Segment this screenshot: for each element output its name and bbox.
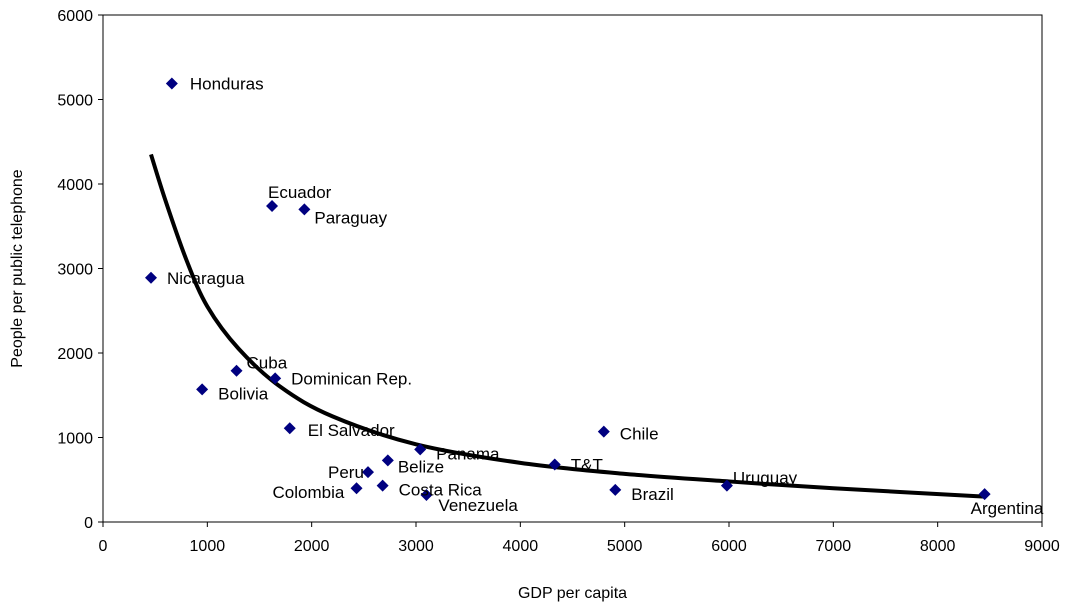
y-tick-label: 6000: [57, 8, 93, 25]
data-point-marker: [283, 422, 296, 435]
data-point-marker: [376, 479, 389, 492]
data-point-label: Chile: [620, 425, 659, 444]
data-point-marker: [609, 483, 622, 496]
x-tick-label: 7000: [816, 538, 852, 555]
data-point-marker: [266, 199, 279, 212]
data-point-marker: [420, 488, 433, 501]
data-point-label: Belize: [398, 457, 444, 476]
data-point-label: Nicaragua: [167, 269, 245, 288]
data-point-label: Venezuela: [438, 496, 518, 515]
data-point-marker: [144, 271, 157, 284]
x-tick-label: 8000: [920, 538, 956, 555]
y-tick-label: 1000: [57, 431, 93, 448]
data-point-marker: [165, 77, 178, 90]
data-point-label: Ecuador: [268, 183, 332, 202]
data-point-marker: [414, 443, 427, 456]
data-point-label: Colombia: [273, 483, 345, 502]
x-tick-label: 6000: [711, 538, 747, 555]
data-point-label: Cuba: [247, 354, 288, 373]
x-tick-label: 9000: [1024, 538, 1060, 555]
data-point-marker: [269, 372, 282, 385]
data-point-marker: [362, 466, 375, 479]
data-point-label: Peru: [328, 463, 364, 482]
data-point-label: Argentina: [971, 499, 1044, 518]
data-point-label: Bolivia: [218, 384, 269, 403]
x-tick-label: 0: [99, 538, 108, 555]
data-point-label: Uruguay: [733, 469, 798, 488]
data-point-label: Costa Rica: [399, 481, 483, 500]
y-tick-label: 0: [84, 515, 93, 532]
data-point-label: Dominican Rep.: [291, 369, 412, 388]
trendline: [149, 153, 985, 499]
x-axis-title: GDP per capita: [518, 585, 627, 602]
y-tick-label: 5000: [57, 93, 93, 110]
data-point-marker: [978, 488, 991, 501]
data-point-marker: [720, 479, 733, 492]
data-point-label: El Salvador: [308, 421, 395, 440]
data-point-label: Paraguay: [314, 208, 387, 227]
y-tick-label: 4000: [57, 177, 93, 194]
y-tick-label: 3000: [57, 262, 93, 279]
x-tick-label: 5000: [607, 538, 643, 555]
data-point-marker: [230, 364, 243, 377]
x-tick-label: 2000: [294, 538, 330, 555]
data-points: [144, 77, 991, 501]
x-tick-label: 3000: [398, 538, 434, 555]
data-point-marker: [196, 383, 209, 396]
y-axis-ticks: 0 1000 2000 3000 4000 5000 6000: [57, 8, 103, 532]
point-labels: Honduras Ecuador Paraguay Nicaragua CubaDomi…: [167, 74, 1044, 518]
y-tick-label: 2000: [57, 346, 93, 363]
data-point-label: T&T: [571, 456, 603, 475]
data-point-marker: [381, 454, 394, 467]
data-point-marker: [548, 458, 561, 471]
data-point-marker: [597, 425, 610, 438]
data-point-label: Brazil: [631, 485, 674, 504]
data-point-marker: [350, 482, 363, 495]
x-tick-label: 1000: [190, 538, 226, 555]
data-point-label: Honduras: [190, 74, 264, 93]
data-point-marker: [298, 203, 311, 216]
data-point-label: Panama: [436, 444, 500, 463]
x-axis-ticks: 0 1000 2000 3000 4000 5000 6000 7000 8000 9000: [99, 522, 1060, 555]
y-axis-title: People per public telephone: [9, 169, 26, 367]
x-tick-label: 4000: [503, 538, 539, 555]
